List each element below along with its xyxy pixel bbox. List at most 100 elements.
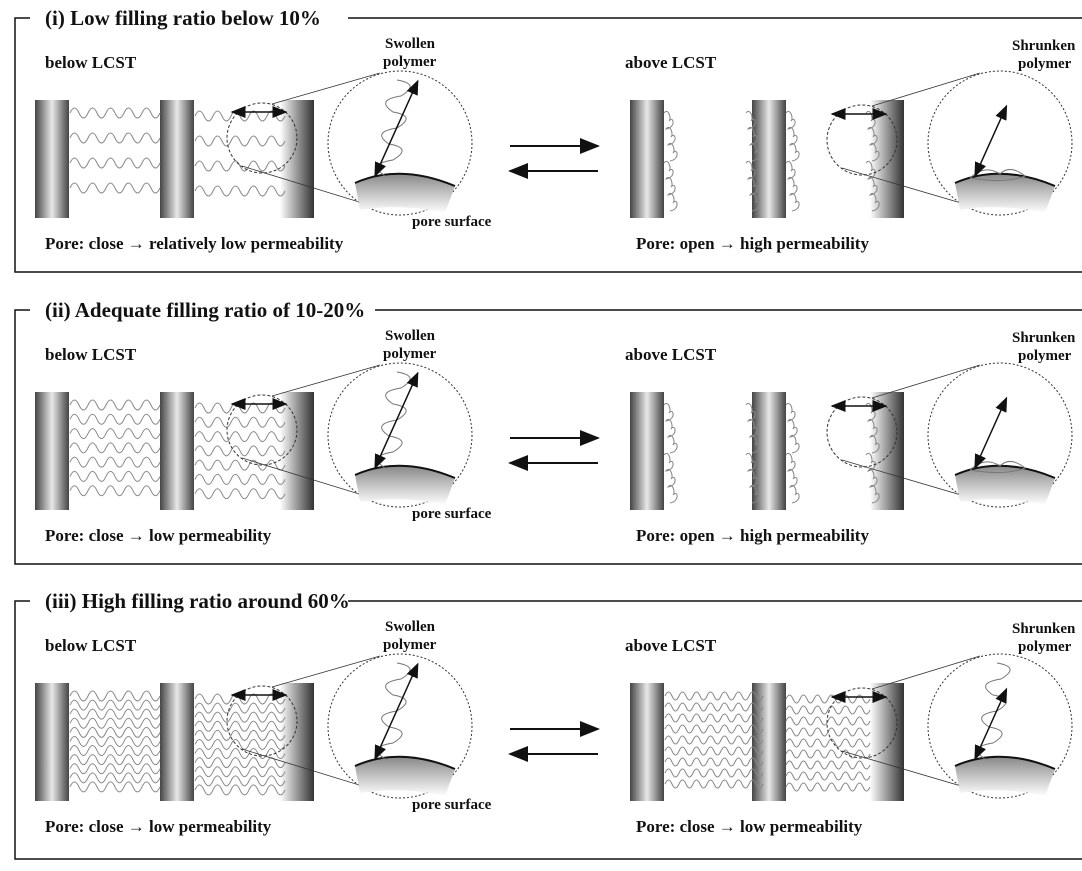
length-arrow — [974, 104, 1008, 178]
panel-title: (ii) Adequate filling ratio of 10-20% — [45, 298, 365, 322]
shrunken-coil — [663, 160, 678, 212]
zoom-circle — [826, 396, 898, 468]
polymer-chain — [69, 132, 161, 144]
shrunken-coil — [745, 110, 760, 162]
polymer-chain — [69, 413, 161, 425]
title-bg — [30, 587, 348, 615]
shrunken-label: polymer — [1018, 348, 1072, 364]
polymer-chain — [785, 705, 871, 715]
zoom-line — [271, 364, 381, 397]
title-bg — [30, 4, 348, 32]
state-label: above LCST — [625, 345, 717, 364]
polymer-chain — [785, 716, 871, 726]
swollen-label: Swollen — [385, 36, 436, 52]
polymer-chain — [69, 772, 161, 784]
pore-wall — [752, 683, 786, 801]
left-caption: Pore: close → relatively low permeabilit… — [45, 234, 344, 253]
shrunken-label: polymer — [1018, 56, 1072, 72]
panel-frame — [14, 17, 1082, 273]
zoom-line — [871, 72, 981, 107]
polymer-chain — [785, 749, 871, 759]
polymer-chain — [69, 781, 161, 793]
polymer-chain — [785, 771, 871, 781]
polymer-chain — [69, 735, 161, 747]
polymer-chain — [664, 713, 764, 723]
polymer-chain — [785, 694, 871, 704]
shrunken-coil — [785, 402, 800, 454]
pore-wall — [280, 392, 314, 510]
pore-wall — [35, 683, 69, 801]
zoom-line — [271, 72, 381, 105]
pore-wall — [752, 392, 786, 510]
pore-wall — [160, 392, 194, 510]
shrunken-coil — [865, 160, 880, 212]
surface-shade — [355, 465, 455, 505]
shrunken-coil — [663, 110, 678, 162]
polymer-chain — [194, 729, 286, 741]
polymer-chain — [664, 768, 764, 778]
shrunken-label: Shrunken — [1012, 38, 1076, 54]
polymer-chain — [69, 708, 161, 720]
polymer-chain — [194, 748, 286, 760]
polymer-chain — [194, 720, 286, 732]
polymer-chain — [194, 135, 286, 147]
zoom-line — [271, 655, 381, 688]
polymer-chain — [664, 724, 764, 734]
polymer-chain — [194, 459, 286, 471]
polymer-chain — [69, 485, 161, 497]
pore-wall — [630, 683, 664, 801]
polymer-chain — [69, 754, 161, 766]
polymer-chain — [69, 428, 161, 440]
shrunken-coil — [745, 160, 760, 212]
panel-title: (i) Low filling ratio below 10% — [45, 6, 321, 30]
polymer-chain — [69, 182, 161, 194]
surface-shade — [955, 465, 1055, 505]
panel: (ii) Adequate filling ratio of 10-20% bel… — [14, 296, 1082, 565]
length-arrow — [374, 662, 419, 761]
pore-surface-label: pore surface — [412, 214, 492, 230]
right-caption: Pore: open → high permeability — [636, 234, 869, 253]
pore-wall — [280, 100, 314, 218]
zoom-circle — [826, 687, 898, 759]
panel-title: (iii) High filling ratio around 60% — [45, 589, 350, 613]
pore-surface-label: pore surface — [412, 797, 492, 813]
polymer-chain — [69, 470, 161, 482]
panel: (i) Low filling ratio below 10% below LCS… — [14, 4, 1082, 273]
polymer-chain — [69, 726, 161, 738]
polymer-chain — [785, 760, 871, 770]
swollen-label: Swollen — [385, 328, 436, 344]
zoom-line — [871, 364, 981, 399]
right-caption: Pore: open → high permeability — [636, 526, 869, 545]
polymer-chain — [785, 782, 871, 792]
state-label: above LCST — [625, 636, 717, 655]
surface-shade — [955, 173, 1055, 213]
polymer-chain — [194, 738, 286, 750]
panel: (iii) High filling ratio around 60% below… — [14, 587, 1082, 860]
panel-frame — [14, 309, 1082, 565]
polymer-chain — [69, 745, 161, 757]
polymer-chain — [664, 735, 764, 745]
polymer-chain — [69, 399, 161, 411]
polymer-chain — [194, 473, 286, 485]
swollen-label: polymer — [383, 54, 437, 70]
polymer-chain — [69, 717, 161, 729]
pore-wall — [630, 100, 664, 218]
shrunken-label: Shrunken — [1012, 621, 1076, 637]
shrunken-coil — [865, 452, 880, 504]
polymer-chain — [69, 690, 161, 702]
pore-wall — [35, 392, 69, 510]
right-caption: Pore: close → low permeability — [636, 817, 863, 836]
pore-surface-label: pore surface — [412, 506, 492, 522]
length-arrow — [374, 371, 419, 470]
surface-shade — [355, 173, 455, 213]
zoom-line — [871, 655, 981, 690]
polymer-chain — [69, 699, 161, 711]
polymer-chain — [194, 775, 286, 787]
length-arrow — [374, 79, 419, 178]
polymer-chain — [69, 763, 161, 775]
length-arrow — [974, 396, 1008, 470]
surface-shade — [355, 756, 455, 796]
polymer-chain — [664, 779, 764, 789]
polymer-chain — [69, 442, 161, 454]
